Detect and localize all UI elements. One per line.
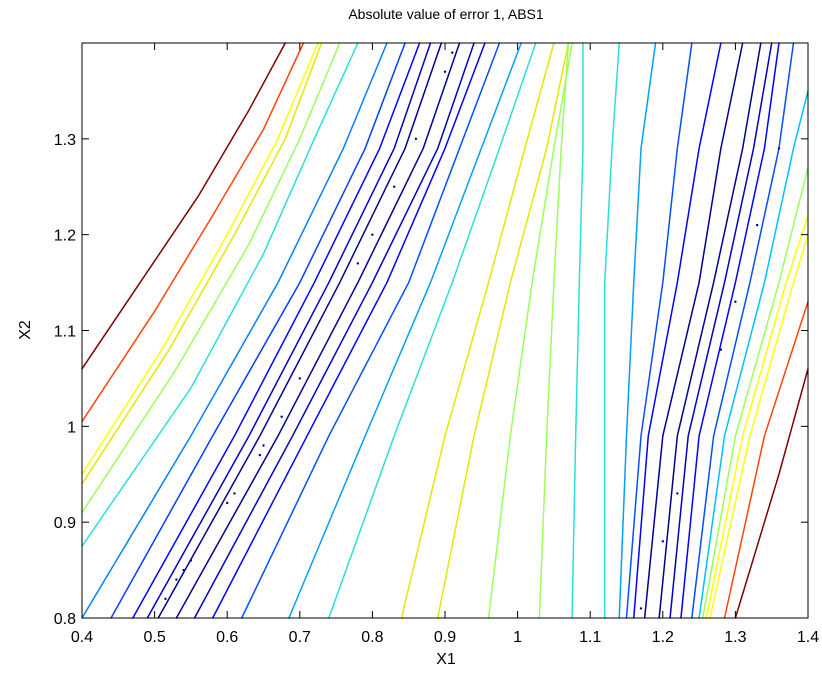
contour-point-21 [734,300,737,303]
contour-point-20 [719,348,723,351]
contour-line-4 [81,42,323,485]
contour-line-36 [723,301,809,619]
x-tick-label-6: 0.9 [434,629,456,646]
contour-line-1 [81,42,287,370]
contour-point-11 [356,262,360,265]
contour-point-6 [233,492,236,495]
contour-line-34 [705,214,809,619]
contour-point-23 [777,147,781,150]
x-tick-label-8: 1.1 [579,629,601,646]
y-tick-label-2: 0.9 [54,515,76,532]
contour-line-22 [571,42,584,619]
contour-line-10 [146,42,432,619]
contour-line-27 [643,42,744,619]
contour-point-14 [414,137,418,141]
contour-point-2 [175,578,178,581]
contour-point-15 [443,70,447,73]
contour-line-18 [400,42,555,619]
contour-line-7 [81,42,388,619]
contour-line-33 [701,166,809,619]
contour-point-19 [676,492,679,495]
chart-title: Absolute value of error 1, ABS1 [348,6,544,22]
contour-point-12 [371,233,374,236]
contour-line-9 [132,42,421,619]
contour-point-5 [226,501,229,505]
contour-line-5 [81,42,341,514]
contour-line-2 [81,42,305,423]
contour-lines [81,42,809,619]
contour-line-20 [487,42,573,619]
contour-line-14 [211,42,486,619]
contour-line-26 [633,42,722,619]
x-tick-label-4: 0.7 [289,629,311,646]
contour-point-18 [661,540,664,543]
x-tick-label-2: 0.5 [143,629,165,646]
contour-line-28 [658,42,762,619]
contour-line-13 [193,42,475,619]
contour-line-12 [175,42,461,619]
contour-point-7 [258,453,262,457]
x-tick-label-1: 0.4 [71,629,93,646]
contour-point-10 [298,377,301,380]
x-tick-label-7: 1 [513,629,522,646]
contour-line-19 [436,42,570,619]
y-axis: 0.8 0.9 1 1.1 1.2 1.3 [54,132,808,628]
contour-line-11 [157,42,443,619]
contour-point-4 [189,559,193,562]
x-axis: 0.4 0.5 0.6 0.7 0.8 0.9 1 1.1 1.2 1.3 1.4 [71,43,819,646]
x-tick-label-9: 1.2 [652,629,674,646]
contour-point-16 [451,51,454,54]
x-tick-label-10: 1.3 [724,629,746,646]
x-tick-label-11: 1.4 [797,629,819,646]
contour-point-22 [755,223,759,227]
contour-point-17 [639,607,643,610]
x-tick-label-5: 0.8 [361,629,383,646]
contour-line-15 [240,42,501,619]
contour-line-3 [81,42,319,475]
contour-line-25 [625,42,693,619]
contour-line-24 [618,42,657,619]
x-tick-label-3: 0.6 [216,629,238,646]
y-tick-label-6: 1.3 [54,132,76,149]
contour-line-17 [328,42,537,619]
contour-line-16 [288,42,522,619]
contour-line-8 [110,42,406,619]
contour-line-23 [603,42,620,619]
x-axis-label: X1 [436,651,456,668]
y-tick-label-3: 1 [67,419,76,436]
y-tick-label-5: 1.2 [54,228,76,245]
contour-line-6 [81,42,359,547]
contour-point-1 [164,597,167,601]
plot-area [81,42,809,619]
contour-point-8 [262,444,265,447]
contour-point-3 [182,568,185,572]
contour-line-35 [709,233,809,619]
contour-line-30 [680,42,780,619]
contour-line-31 [691,42,795,619]
contour-line-29 [669,42,773,619]
contour-point-13 [392,185,396,188]
y-tick-label-1: 0.8 [54,611,76,628]
contour-line-21 [538,42,570,619]
contour-points [164,51,781,610]
y-tick-label-4: 1.1 [54,324,76,341]
contour-line-37 [734,368,809,619]
contour-point-9 [280,415,283,418]
contour-line-32 [698,90,809,619]
y-axis-label: X2 [17,320,34,340]
